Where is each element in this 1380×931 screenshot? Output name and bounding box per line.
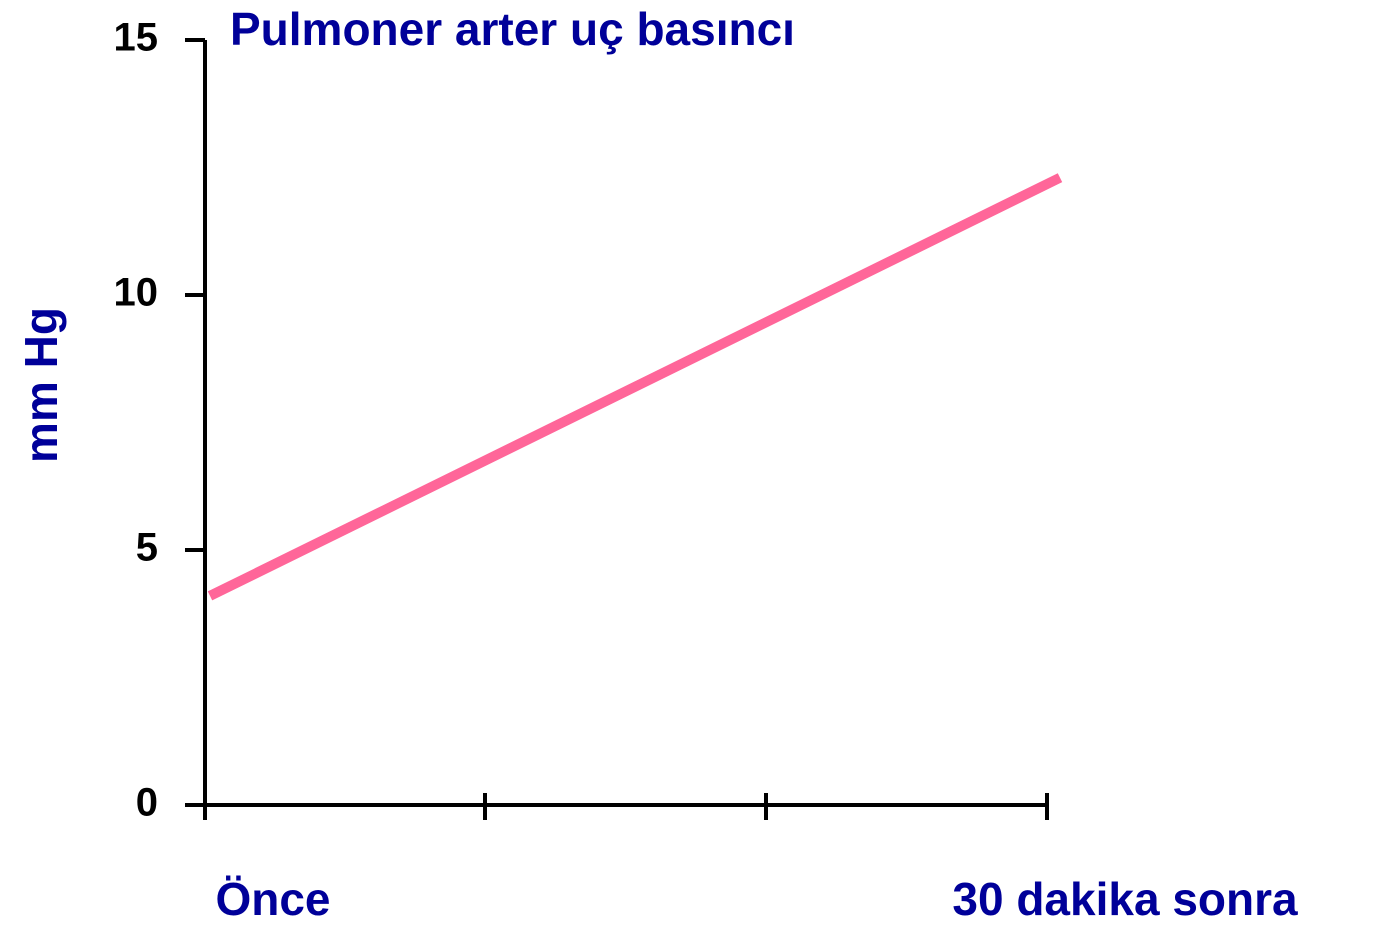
x-tick-label: Önce (215, 873, 330, 925)
y-tick-label: 5 (136, 526, 158, 570)
y-tick-label: 10 (114, 271, 159, 315)
chart-title: Pulmoner arter uç basıncı (230, 3, 795, 55)
y-tick-label: 15 (114, 16, 159, 60)
y-tick-label: 0 (136, 781, 158, 825)
x-tick-label: 30 dakika sonra (952, 873, 1298, 925)
y-axis-label: mm Hg (15, 307, 67, 463)
data-line (207, 173, 1063, 601)
